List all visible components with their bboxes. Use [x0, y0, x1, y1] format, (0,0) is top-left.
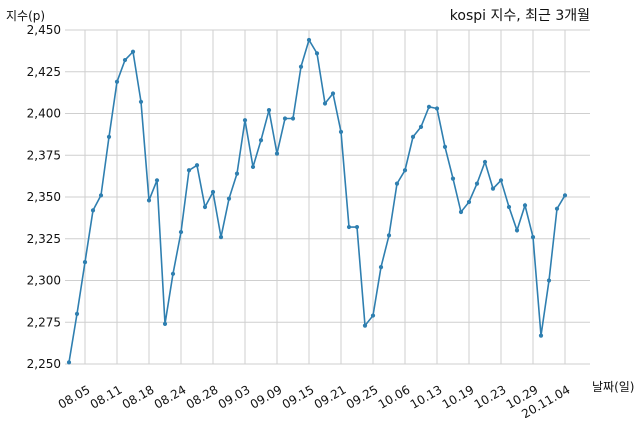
x-tick-label: 09.25 [344, 382, 381, 411]
data-point [338, 129, 344, 134]
data-point [450, 176, 456, 181]
data-point [354, 224, 360, 230]
data-point [210, 189, 216, 195]
data-point [282, 116, 288, 121]
data-point [314, 51, 320, 56]
x-tick-label: 09.09 [248, 382, 285, 411]
y-tick-label: 2,325 [27, 232, 61, 246]
y-axis-title: 지수(p) [6, 9, 45, 23]
data-point [530, 234, 536, 240]
data-point [466, 199, 472, 205]
data-point [538, 333, 544, 338]
data-point [258, 138, 264, 143]
x-tick-label: 08.05 [56, 382, 93, 411]
data-point [170, 271, 176, 276]
x-tick-label: 08.18 [120, 382, 157, 411]
data-point [410, 134, 416, 139]
data-point [522, 203, 528, 208]
data-point [378, 265, 384, 270]
data-point [298, 64, 304, 69]
data-point [138, 99, 144, 104]
data-point [418, 124, 424, 129]
data-point [490, 186, 496, 191]
x-tick-label: 10.06 [376, 382, 413, 411]
data-point [426, 104, 432, 109]
data-point [346, 224, 352, 230]
data-point [498, 178, 504, 183]
data-point [218, 234, 224, 240]
data-point [242, 118, 248, 123]
data-point [506, 204, 512, 210]
data-point [266, 108, 272, 113]
x-tick-label: 09.03 [216, 382, 253, 411]
x-tick-label: 08.11 [88, 382, 125, 411]
y-tick-label: 2,250 [27, 357, 61, 371]
data-point [186, 168, 192, 173]
data-point [146, 198, 152, 203]
data-point [562, 193, 568, 198]
data-point [274, 151, 280, 156]
x-tick-label: 10.19 [440, 382, 477, 411]
data-point [434, 106, 440, 111]
data-point [154, 178, 160, 183]
data-point [362, 323, 368, 328]
data-point [290, 116, 296, 121]
data-point [98, 193, 104, 198]
data-point [106, 134, 112, 139]
x-tick-label: 10.13 [408, 382, 445, 411]
data-point [370, 313, 376, 318]
y-tick-label: 2,275 [27, 315, 61, 329]
y-axis-ticks: 2,250 2,275 2,300 2,325 2,350 2,375 2,400 2,425… [27, 23, 61, 371]
data-point [122, 57, 128, 63]
data-point [306, 37, 312, 43]
data-point [402, 168, 408, 173]
y-tick-label: 2,300 [27, 274, 61, 288]
y-tick-label: 2,450 [27, 23, 61, 37]
x-axis-title: 날짜(일) [592, 380, 634, 394]
data-point [114, 79, 120, 84]
data-point [66, 360, 72, 365]
data-point [458, 209, 464, 215]
data-point [330, 91, 336, 96]
y-tick-label: 2,375 [27, 148, 61, 162]
data-point [226, 196, 232, 201]
data-point [546, 278, 552, 283]
data-point [554, 206, 560, 211]
data-point [82, 260, 88, 265]
data-point [474, 181, 480, 186]
x-tick-label: 09.21 [312, 382, 349, 411]
data-point [202, 204, 208, 210]
grid-layer [65, 29, 590, 365]
data-point [394, 181, 400, 186]
series-line [68, 38, 566, 363]
data-point [514, 228, 520, 233]
data-point [250, 164, 256, 170]
data-point [386, 233, 392, 238]
x-tick-label: 08.24 [152, 382, 189, 411]
data-point [442, 144, 448, 149]
data-point [234, 171, 240, 176]
x-tick-label: 08.28 [184, 382, 221, 411]
chart-title: kospi 지수, 최근 3개월 [450, 8, 590, 24]
data-point [482, 159, 488, 165]
x-axis-ticks: 08.0508.1108.1808.2408.2809.0309.0909.15… [56, 382, 573, 421]
data-point [194, 163, 200, 168]
x-tick-label: 10.23 [472, 382, 509, 411]
data-point [162, 321, 168, 327]
series-layer [66, 37, 568, 365]
y-tick-label: 2,400 [27, 107, 61, 121]
data-point [74, 311, 80, 316]
data-point [90, 208, 96, 213]
y-tick-label: 2,350 [27, 190, 61, 204]
y-tick-label: 2,425 [27, 65, 61, 79]
x-tick-label: 09.15 [280, 382, 317, 411]
data-point [130, 49, 136, 54]
data-point [178, 229, 184, 235]
data-point [322, 101, 328, 106]
